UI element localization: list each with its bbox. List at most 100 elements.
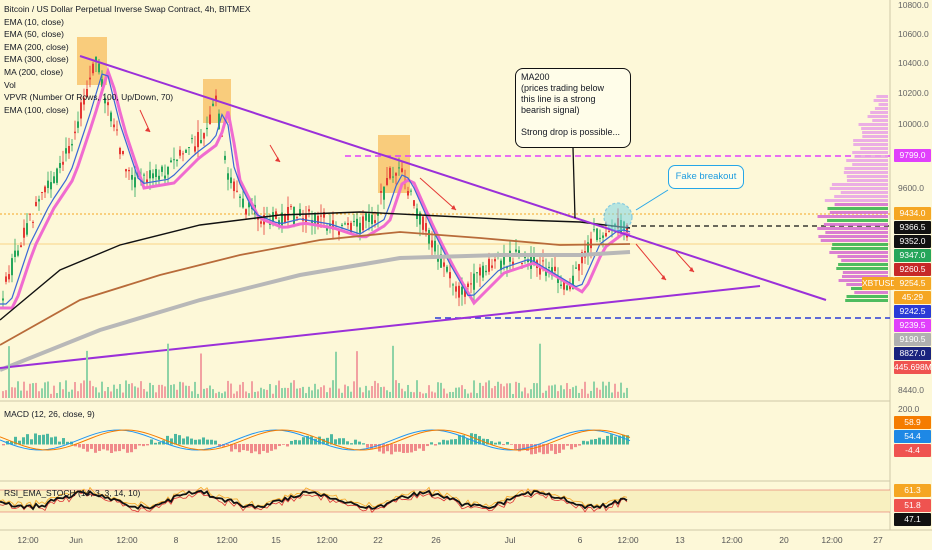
breakout-ellipse <box>603 202 633 232</box>
candle-body <box>44 186 46 193</box>
candle-body <box>281 212 283 226</box>
macd-histogram-bar <box>618 435 621 445</box>
indicator-legend: Bitcoin / US Dollar Perpetual Inverse Sw… <box>4 3 251 116</box>
candle-body <box>527 259 529 263</box>
volume-bar <box>323 385 325 398</box>
macd-histogram-bar <box>290 440 293 445</box>
candle-body <box>203 133 205 139</box>
macd-histogram-bar <box>66 441 69 445</box>
macd-histogram-bar <box>282 444 285 445</box>
candle-body <box>242 198 244 208</box>
macd-histogram-bar <box>558 444 561 453</box>
candle-body <box>206 127 208 130</box>
macd-histogram-bar <box>114 444 117 452</box>
candle-body <box>149 170 151 179</box>
time-tick: Jun <box>69 535 83 545</box>
macd-histogram-bar <box>590 439 593 445</box>
candle-body <box>455 286 457 292</box>
volume-bar <box>401 388 403 398</box>
volume-bar <box>431 391 433 398</box>
indicator-vol[interactable]: Vol <box>4 79 16 90</box>
candle-body <box>521 262 523 264</box>
volume-profile-bar <box>862 135 888 138</box>
volume-bar <box>239 384 241 398</box>
candle-body <box>179 149 181 156</box>
volume-bar <box>296 388 298 398</box>
volume-bar <box>308 386 310 398</box>
volume-profile-bar <box>854 155 888 158</box>
volume-bar <box>335 351 337 398</box>
volume-bar <box>158 384 160 398</box>
indicator-vpvr[interactable]: VPVR (Number Of Rows, 100, Up/Down, 70) <box>4 92 174 103</box>
volume-bar <box>473 380 475 398</box>
volume-bar <box>371 386 373 398</box>
indicator-ema200[interactable]: EMA (200, close) <box>4 41 69 52</box>
volume-bar <box>44 382 46 398</box>
macd-histogram-bar <box>38 435 41 445</box>
macd-histogram-bar <box>598 437 601 445</box>
candle-body <box>224 155 226 160</box>
candle-body <box>152 173 154 179</box>
macd-histogram-bar <box>474 433 477 445</box>
price-tag-support: 9242.5 <box>894 305 931 318</box>
macd-label[interactable]: MACD (12, 26, close, 9) <box>4 409 95 419</box>
macd-histogram-bar <box>398 444 401 452</box>
rsi-label[interactable]: RSI_EMA_STOCH (14, 3, 3, 14, 10) <box>4 488 141 498</box>
candle-body <box>347 223 349 225</box>
volume-profile-bar <box>827 207 888 210</box>
macd-histogram-bar <box>30 439 33 445</box>
candle-body <box>350 222 352 234</box>
macd-histogram-bar <box>506 441 509 445</box>
volume-bar <box>152 385 154 398</box>
volume-bar <box>248 393 250 398</box>
macd-histogram-bar <box>490 441 493 445</box>
macd-histogram-bar <box>62 438 65 445</box>
macd-histogram-bar <box>550 444 553 451</box>
macd-histogram-bar <box>614 436 617 445</box>
indicator-ema10[interactable]: EMA (10, close) <box>4 16 64 27</box>
volume-profile-bar <box>832 243 888 246</box>
volume-bar <box>182 382 184 398</box>
macd-histogram-bar <box>18 440 21 445</box>
macd-histogram-bar <box>214 440 217 445</box>
volume-profile-bar <box>846 175 888 178</box>
candle-body <box>446 266 448 272</box>
candle-body <box>41 191 43 193</box>
volume-bar <box>425 393 427 398</box>
volume-bar <box>539 343 541 398</box>
macd-histogram-bar <box>110 444 113 454</box>
volume-bar <box>407 384 409 398</box>
volume-bar <box>566 383 568 398</box>
indicator-ema50[interactable]: EMA (50, close) <box>4 29 64 40</box>
macd-histogram-bar <box>174 433 177 445</box>
volume-bar <box>221 393 223 398</box>
candle-body <box>299 209 301 217</box>
volume-bar <box>509 383 511 398</box>
macd-histogram-bar <box>94 444 97 453</box>
indicator-ma200[interactable]: MA (200, close) <box>4 66 64 77</box>
candle-body <box>125 169 127 172</box>
volume-bar <box>413 392 415 398</box>
callout-line: MA200 <box>521 72 550 82</box>
macd-histogram-bar <box>442 439 445 445</box>
macd-histogram-bar <box>14 436 17 445</box>
volume-bar <box>374 380 376 398</box>
volume-bar <box>104 391 106 398</box>
candle-body <box>77 121 79 128</box>
macd-histogram-bar <box>554 444 557 455</box>
candle-body <box>491 265 493 268</box>
indicator-ema300[interactable]: EMA (300, close) <box>4 54 69 65</box>
candle-body <box>38 199 40 202</box>
candle-body <box>362 216 364 231</box>
volume-bar <box>206 388 208 398</box>
volume-bar <box>74 382 76 398</box>
candle-body <box>293 206 295 225</box>
candle-body <box>596 228 598 241</box>
volume-bar <box>572 387 574 398</box>
indicator-ema100[interactable]: EMA (100, close) <box>4 104 69 115</box>
volume-bar <box>404 391 406 398</box>
macd-tick: 200.0 <box>898 404 920 414</box>
volume-bar <box>137 387 139 398</box>
